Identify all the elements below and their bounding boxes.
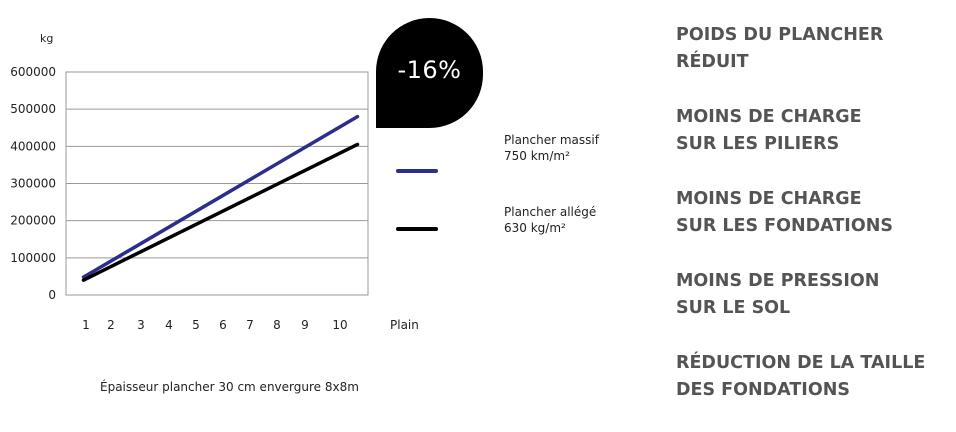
benefit-ground-pressure: MOINS DE PRESSION SUR LE SOL xyxy=(676,271,880,318)
reduction-badge-text: -16% xyxy=(397,56,462,84)
benefit-floor-weight: POIDS DU PLANCHER RÉDUIT xyxy=(676,25,884,72)
benefit-foundation-size: RÉDUCTION DE LA TAILLE DES FONDATIONS xyxy=(676,353,926,400)
chart-legend: Plancher massif 750 km/m² Plancher allég… xyxy=(396,130,636,250)
chart-caption: Épaisseur plancher 30 cm envergure 8x8m xyxy=(100,380,359,394)
legend-detail-light: 630 kg/m² xyxy=(504,221,566,235)
weight-line-chart: 0 100000 200000 300000 400000 500000 600000 1 2… xyxy=(10,32,369,332)
y-tick-label: 500000 xyxy=(10,102,56,116)
x-axis-ticks: 1 2 3 4 5 6 7 8 9 10 xyxy=(82,318,347,332)
y-tick-label: 400000 xyxy=(10,139,56,153)
x-tick-label: 3 xyxy=(137,318,145,332)
y-tick-label: 200000 xyxy=(10,214,56,228)
legend-swatch-light xyxy=(396,227,438,231)
benefit-pillar-load: MOINS DE CHARGE SUR LES PILIERS xyxy=(676,107,862,154)
x-tick-label: 1 xyxy=(82,318,90,332)
plot-frame xyxy=(65,71,369,296)
legend-swatch-massive xyxy=(396,169,438,173)
series-line-1 xyxy=(81,142,360,282)
y-tick-label: 600000 xyxy=(10,65,56,79)
x-tick-label: 7 xyxy=(246,318,254,332)
chart-grid xyxy=(65,71,369,296)
x-extra-label: Plain xyxy=(390,318,419,332)
legend-text-massive: Plancher massif 750 km/m² xyxy=(504,132,599,164)
x-tick-label: 2 xyxy=(107,318,115,332)
legend-detail-massive: 750 km/m² xyxy=(504,149,570,163)
y-tick-label: 300000 xyxy=(10,177,56,191)
y-tick-label: 0 xyxy=(48,288,56,302)
x-tick-label: 5 xyxy=(192,318,200,332)
y-tick-label: 100000 xyxy=(10,251,56,265)
chart-series xyxy=(81,114,360,282)
y-unit-label: kg xyxy=(40,32,53,45)
legend-name-light: Plancher allégé xyxy=(504,205,597,219)
legend-text-light: Plancher allégé 630 kg/m² xyxy=(504,204,596,236)
benefit-foundation-load: MOINS DE CHARGE SUR LES FONDATIONS xyxy=(676,189,893,236)
x-tick-label: 4 xyxy=(165,318,173,332)
reduction-badge: -16% xyxy=(376,18,483,128)
benefits-list: POIDS DU PLANCHER RÉDUIT MOINS DE CHARGE S… xyxy=(676,22,946,432)
x-tick-label: 6 xyxy=(219,318,227,332)
y-axis-ticks: 0 100000 200000 300000 400000 500000 600000 xyxy=(10,65,56,302)
series-line-0 xyxy=(81,114,360,279)
x-tick-label: 8 xyxy=(273,318,281,332)
x-tick-label: 9 xyxy=(301,318,309,332)
legend-name-massive: Plancher massif xyxy=(504,133,599,147)
x-tick-label: 10 xyxy=(332,318,347,332)
